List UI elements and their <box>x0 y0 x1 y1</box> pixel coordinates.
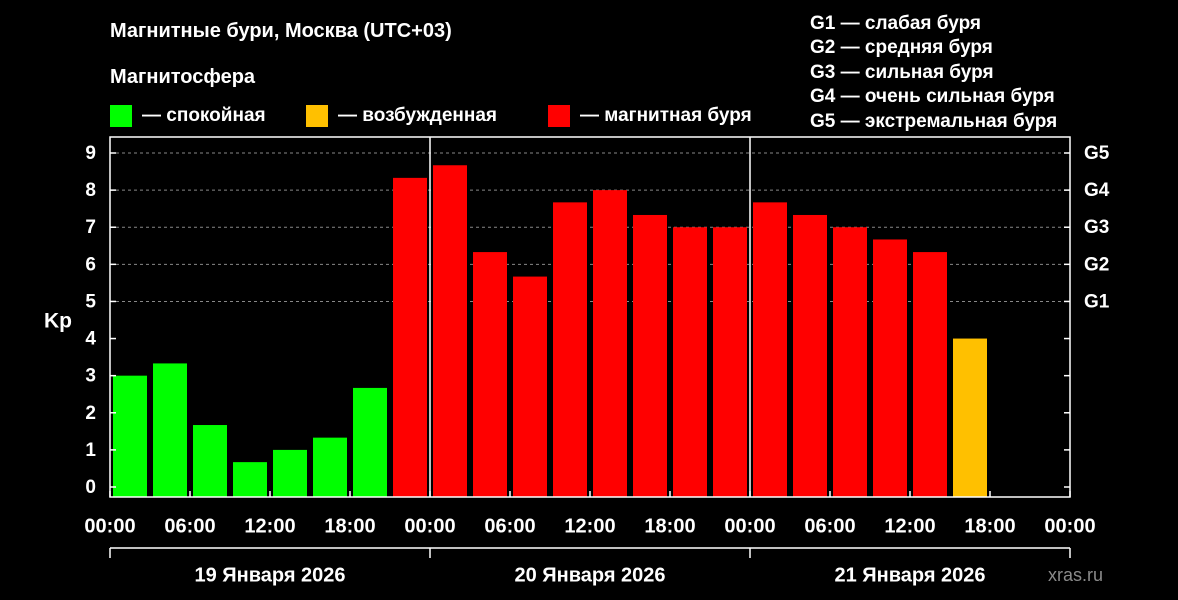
kp-bar <box>113 375 147 497</box>
chart-title: Магнитные бури, Москва (UTC+03) <box>110 20 452 42</box>
kp-bar <box>153 363 187 497</box>
legend-label-quiet: — спокойная <box>142 105 266 126</box>
y-tick-label: 9 <box>85 143 96 164</box>
day-label: 21 Января 2026 <box>834 564 985 586</box>
g-tick-label: G3 <box>1084 217 1109 238</box>
kp-bar <box>753 202 787 497</box>
kp-bar <box>353 387 387 497</box>
kp-bar <box>793 214 827 497</box>
y-tick-label: 0 <box>85 477 96 498</box>
kp-bar <box>633 214 667 497</box>
kp-bar <box>593 190 627 497</box>
g-tick-label: G1 <box>1084 291 1110 312</box>
x-tick-label: 18:00 <box>644 515 695 537</box>
g-tick-label: G4 <box>1084 180 1110 201</box>
g-legend-g3: G3 — сильная буря <box>810 61 994 83</box>
legend-swatch-quiet <box>110 105 132 127</box>
watermark: xras.ru <box>1048 565 1104 585</box>
x-tick-label: 18:00 <box>964 515 1015 537</box>
y-axis-label: Kp <box>44 310 72 333</box>
x-tick-label: 12:00 <box>564 515 615 537</box>
x-tick-label: 06:00 <box>164 515 215 537</box>
legend-item-storm: — магнитная буря <box>548 103 752 129</box>
kp-bar <box>553 202 587 497</box>
y-tick-label: 2 <box>85 403 96 424</box>
y-tick-label: 5 <box>85 291 96 312</box>
kp-bar <box>233 462 267 497</box>
x-tick-label: 12:00 <box>244 515 295 537</box>
y-tick-label: 4 <box>85 329 96 350</box>
kp-bar <box>713 227 747 497</box>
day-label: 20 Января 2026 <box>514 564 665 586</box>
kp-bar <box>313 437 347 497</box>
g-scale-legend: G1 — слабая буря G2 — средняя буря G3 — … <box>810 12 1057 134</box>
g-tick-label: G2 <box>1084 254 1109 275</box>
x-tick-label: 06:00 <box>484 515 535 537</box>
y-tick-label: 1 <box>85 440 96 461</box>
g-legend-g5: G5 — экстремальная буря <box>810 110 1058 132</box>
kp-bar <box>513 276 547 497</box>
y-tick-label: 3 <box>85 366 96 387</box>
legend-label-storm: — магнитная буря <box>580 105 752 126</box>
legend-swatch-storm <box>548 105 570 127</box>
kp-bar <box>393 177 427 497</box>
g-legend-g2: G2 — средняя буря <box>810 37 993 59</box>
legend-swatch-active <box>306 105 328 127</box>
x-tick-label: 00:00 <box>1044 515 1095 537</box>
g-tick-label: G5 <box>1084 143 1110 164</box>
kp-bar <box>433 165 467 497</box>
x-tick-label: 12:00 <box>884 515 935 537</box>
day-label: 19 Января 2026 <box>194 564 345 586</box>
y-tick-label: 6 <box>85 254 96 275</box>
magnetosphere-label: Магнитосфера <box>110 66 256 88</box>
g-legend-g1: G1 — слабая буря <box>810 13 982 34</box>
legend-item-quiet: — спокойная <box>110 103 266 129</box>
y-tick-label: 7 <box>85 217 96 238</box>
legend-label-active: — возбужденная <box>338 105 498 126</box>
x-tick-label: 06:00 <box>804 515 855 537</box>
kp-bar <box>273 449 307 497</box>
kp-bar <box>673 227 707 497</box>
kp-bar <box>193 425 227 497</box>
x-tick-label: 18:00 <box>324 515 375 537</box>
x-tick-label: 00:00 <box>724 515 775 537</box>
kp-bar <box>473 252 507 497</box>
y-tick-label: 8 <box>85 180 96 201</box>
kp-bar <box>913 252 947 497</box>
x-tick-label: 00:00 <box>404 515 455 537</box>
kp-bar <box>873 239 907 498</box>
g-legend-g4: G4 — очень сильная буря <box>810 86 1055 108</box>
legend-item-active: — возбужденная <box>306 103 497 129</box>
kp-bar <box>953 338 987 497</box>
x-tick-label: 00:00 <box>84 515 135 537</box>
kp-bar <box>833 227 867 497</box>
